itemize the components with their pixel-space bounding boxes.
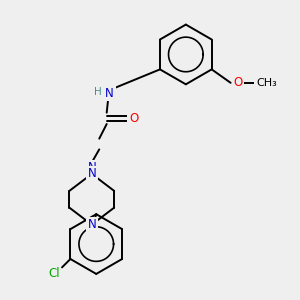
Text: H: H	[94, 87, 102, 97]
Text: O: O	[129, 112, 138, 125]
Text: N: N	[87, 218, 96, 231]
Text: N: N	[105, 87, 114, 100]
Text: N: N	[87, 167, 96, 180]
Text: CH₃: CH₃	[256, 78, 277, 88]
Text: Cl: Cl	[48, 267, 60, 280]
Text: N: N	[87, 161, 96, 174]
Text: O: O	[233, 76, 243, 89]
